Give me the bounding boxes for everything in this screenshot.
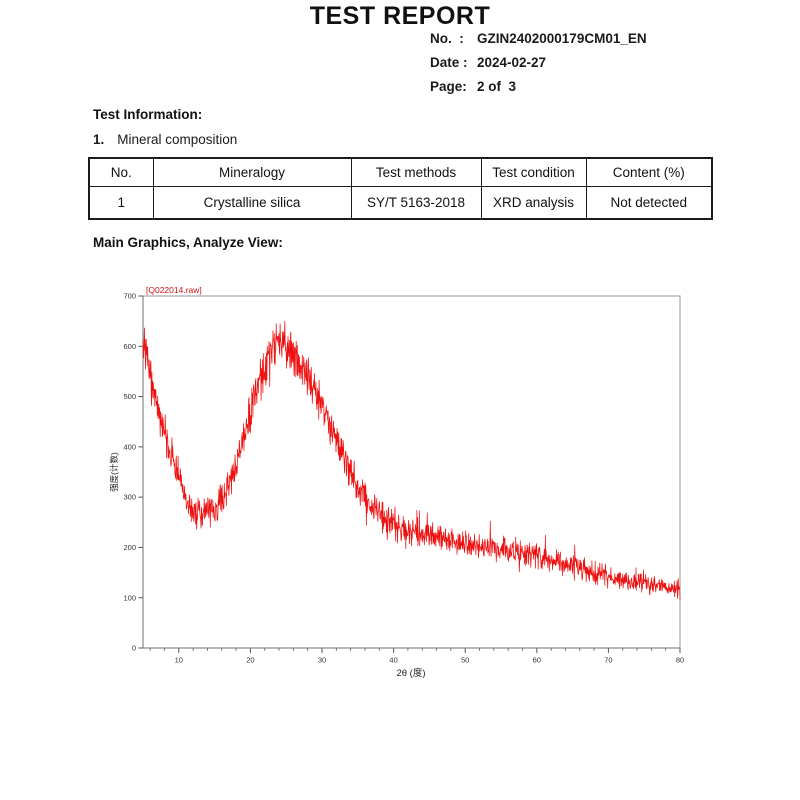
y-tick-label: 500 bbox=[123, 392, 136, 401]
meta-page-label: Page: bbox=[430, 79, 467, 94]
meta-date-label: Date : bbox=[430, 55, 468, 70]
meta-page-value: 2 of 3 bbox=[477, 79, 517, 94]
chart-plot-frame bbox=[142, 295, 681, 649]
table-header-cell: Test condition bbox=[480, 157, 587, 187]
item-title: Mineral composition bbox=[117, 132, 238, 147]
x-tick-label: 80 bbox=[676, 656, 684, 665]
table-header-cell: No. bbox=[88, 157, 154, 187]
page-title: TEST REPORT bbox=[309, 2, 491, 30]
meta-no-row: No. : GZIN2402000179CM01_EN bbox=[430, 27, 647, 51]
y-tick-label: 300 bbox=[123, 493, 136, 502]
table-row: 1 Crystalline silica SY/T 5163-2018 XRD ana… bbox=[88, 185, 713, 220]
x-tick-label: 30 bbox=[318, 656, 326, 665]
y-tick-label: 600 bbox=[123, 342, 136, 351]
table-cell: Crystalline silica bbox=[152, 185, 352, 220]
y-tick-label: 200 bbox=[123, 543, 136, 552]
table-cell: XRD analysis bbox=[480, 185, 587, 220]
x-tick-label: 70 bbox=[604, 656, 612, 665]
x-tick-label: 40 bbox=[389, 656, 397, 665]
item-mineral-composition: 1. Mineral composition bbox=[93, 132, 237, 147]
chart-series-label: [Q022014.raw] bbox=[146, 285, 202, 295]
y-axis-label: 强度(计数) bbox=[109, 452, 119, 492]
mineral-composition-table: No. Mineralogy Test methods Test condition C… bbox=[88, 157, 713, 220]
y-tick-label: 100 bbox=[123, 593, 136, 602]
x-tick-label: 60 bbox=[533, 656, 541, 665]
item-number: 1. bbox=[93, 132, 105, 147]
meta-date-value: 2024-02-27 bbox=[477, 55, 547, 70]
chart-axis-ticks: 0 100 200 300 400 500 600 700 10 20 30 40 50 60 70 80 bbox=[123, 292, 684, 665]
y-tick-label: 700 bbox=[123, 292, 136, 301]
xrd-curve-line bbox=[142, 321, 681, 601]
x-tick-label: 50 bbox=[461, 656, 469, 665]
xrd-chart: [Q022014.raw] 0 100 200 300 400 500 600 700 10 20… bbox=[109, 285, 684, 679]
y-tick-label: 400 bbox=[123, 442, 136, 451]
table-header-row: No. Mineralogy Test methods Test condition C… bbox=[88, 157, 713, 187]
table-cell: 1 bbox=[88, 185, 154, 220]
y-tick-label: 0 bbox=[132, 644, 136, 653]
meta-no-label: No. : bbox=[430, 31, 464, 46]
table-header-cell: Mineralogy bbox=[152, 157, 352, 187]
report-meta: No. : GZIN2402000179CM01_EN Date : 2024-02… bbox=[430, 27, 647, 99]
table-header-cell: Content (%) bbox=[585, 157, 713, 187]
section-main-graphics: Main Graphics, Analyze View: bbox=[93, 235, 283, 250]
x-tick-label: 20 bbox=[246, 656, 254, 665]
meta-no-value: GZIN2402000179CM01_EN bbox=[477, 31, 647, 46]
section-test-information: Test Information: bbox=[93, 107, 203, 122]
meta-page-row: Page: 2 of 3 bbox=[430, 75, 647, 99]
table-cell: SY/T 5163-2018 bbox=[350, 185, 482, 220]
x-axis-label: 2θ (度) bbox=[396, 667, 425, 679]
meta-date-row: Date : 2024-02-27 bbox=[430, 51, 647, 75]
table-cell: Not detected bbox=[585, 185, 713, 220]
x-tick-label: 10 bbox=[175, 656, 183, 665]
table-header-cell: Test methods bbox=[350, 157, 482, 187]
